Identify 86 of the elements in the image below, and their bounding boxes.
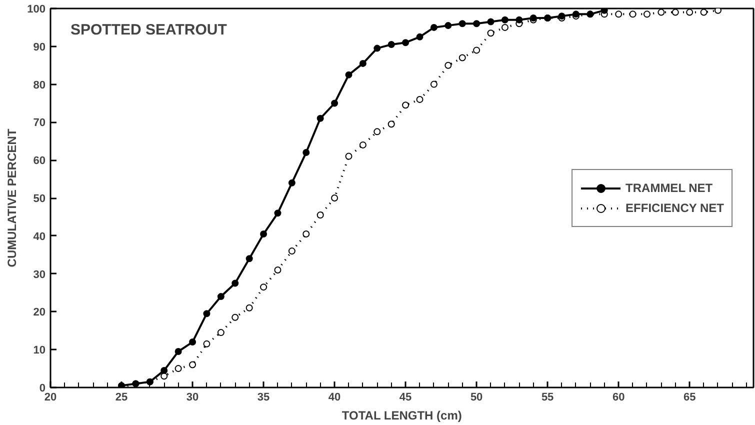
point — [516, 16, 523, 24]
y-tick-label: 0 — [39, 382, 46, 394]
point — [302, 230, 310, 238]
point — [487, 30, 494, 37]
point — [246, 255, 253, 262]
point — [345, 71, 352, 78]
point — [600, 8, 608, 14]
point — [458, 54, 466, 62]
point — [402, 102, 410, 109]
y-tick-label: 60 — [33, 155, 46, 168]
text: SPOTTED SEATROUT — [70, 22, 227, 38]
point — [331, 194, 338, 202]
point — [473, 46, 480, 54]
point — [316, 212, 324, 219]
point — [232, 280, 239, 287]
point — [388, 41, 395, 48]
point — [345, 152, 352, 160]
point — [501, 16, 508, 24]
point — [203, 310, 210, 318]
y-tick-label: 80 — [33, 79, 46, 92]
point — [260, 230, 268, 238]
point — [686, 8, 694, 16]
point — [416, 33, 424, 40]
point — [444, 22, 452, 30]
point — [288, 179, 296, 186]
point — [672, 8, 679, 16]
x-tick-label: 65 — [683, 392, 696, 404]
x-tick-label: 50 — [470, 392, 483, 404]
point — [458, 20, 466, 28]
point — [430, 24, 438, 31]
point — [189, 338, 196, 346]
point — [359, 60, 366, 67]
y-tick-label: 20 — [33, 306, 46, 319]
point — [217, 293, 224, 300]
point — [487, 18, 494, 26]
x-tick-label: 45 — [399, 392, 412, 404]
y-tick-label: 70 — [33, 117, 46, 130]
legend-label: TRAMMEL NET — [626, 180, 713, 194]
legend-label: EFFICIENCY NET — [626, 200, 724, 214]
point — [501, 24, 508, 31]
x-tick-label: 20 — [44, 392, 57, 404]
point — [160, 372, 168, 380]
point — [643, 10, 650, 18]
point — [629, 10, 636, 18]
point — [174, 348, 182, 355]
x-tick-label: 55 — [541, 392, 554, 404]
point — [160, 366, 168, 374]
point — [402, 39, 410, 46]
point — [174, 365, 182, 372]
point — [388, 120, 395, 128]
y-axis-title: CUMULATIVE PERCENT — [5, 128, 20, 268]
x-tick-label: 60 — [612, 392, 625, 404]
point — [444, 62, 452, 69]
y-tick-label: 10 — [33, 344, 46, 357]
y-tick-label: 30 — [33, 268, 46, 281]
point — [615, 10, 622, 18]
point — [288, 248, 296, 255]
point — [189, 361, 196, 368]
point — [359, 141, 366, 148]
x-tick-label: 30 — [186, 392, 199, 404]
point — [374, 128, 381, 136]
y-tick-label: 50 — [33, 193, 46, 205]
point — [302, 149, 310, 156]
point — [331, 100, 338, 107]
point — [203, 340, 210, 348]
point — [274, 266, 282, 274]
y-tick-label: 40 — [33, 230, 46, 243]
x-tick-label: 35 — [257, 392, 270, 404]
x-axis-title: TOTAL LENGTH (cm) — [342, 408, 462, 422]
point — [316, 114, 324, 122]
point — [232, 314, 239, 321]
point — [714, 8, 722, 14]
point — [430, 80, 438, 88]
point — [217, 329, 224, 336]
y-tick-label: 90 — [33, 41, 46, 54]
point — [260, 284, 268, 291]
x-tick-label: 25 — [115, 392, 128, 404]
x-tick-label: 40 — [328, 392, 341, 404]
point — [473, 20, 480, 28]
point — [700, 8, 708, 16]
point — [246, 304, 253, 312]
y-tick-label: 100 — [27, 4, 46, 16]
point — [374, 44, 381, 52]
point — [274, 210, 282, 217]
point — [416, 96, 424, 103]
point — [658, 8, 665, 16]
